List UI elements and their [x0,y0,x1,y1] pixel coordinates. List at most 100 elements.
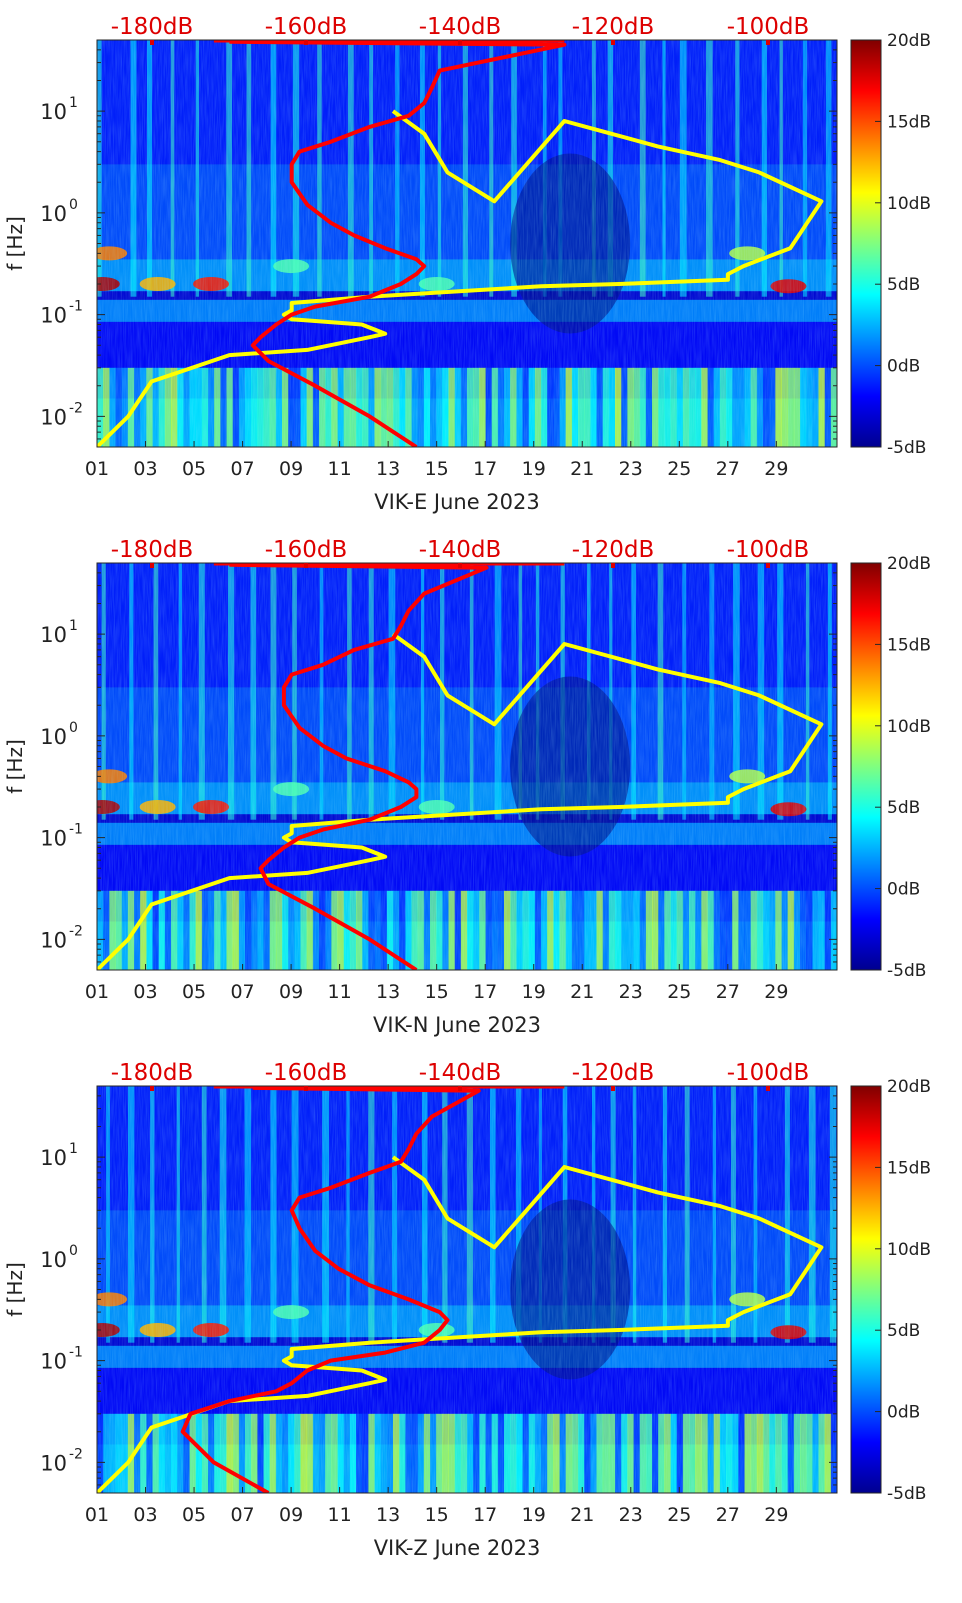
top-db-label: -140dB [419,14,502,40]
x-tick-label: 15 [425,458,449,480]
y-tick-exponent: 0 [69,197,78,213]
x-tick-label: 27 [716,458,740,480]
nlnm-curve [229,563,489,970]
y-tick-exponent: -1 [69,822,83,838]
top-db-label: -180dB [111,537,194,563]
panel-1: 01 03 05 07 09 11 13 15 17 19 21 23 25 27 2910-210-110… [3,14,931,514]
x-tick-label: 25 [667,1504,691,1526]
colorbar-tick-label: 10dB [887,1240,931,1260]
top-db-label: -140dB [419,1060,502,1086]
y-tick-label: 10 [40,1146,67,1170]
nlnm-curve [229,40,567,447]
x-tick-label: 03 [133,1504,157,1526]
y-tick-label: 10 [40,1451,67,1475]
x-axis-label: VIK-N June 2023 [373,1013,541,1037]
y-tick-exponent: -2 [69,1446,83,1462]
x-tick-label: 23 [619,1504,643,1526]
speckle-texture [97,40,837,447]
x-tick-label: 15 [425,1504,449,1526]
y-tick-exponent: -2 [69,923,83,939]
y-axis-label: f [Hz] [3,216,27,271]
spectrogram-area [97,40,837,447]
top-db-tick [458,1086,462,1091]
x-tick-label: 11 [328,981,352,1003]
x-tick-label: 23 [619,458,643,480]
x-tick-label: 25 [667,981,691,1003]
speckle-texture [97,1086,837,1493]
y-tick-exponent: 1 [69,95,78,111]
x-tick-label: 07 [230,458,254,480]
y-tick-label: 10 [40,827,67,851]
top-db-label: -140dB [419,537,502,563]
x-tick-label: 17 [473,458,497,480]
x-tick-label: 05 [182,458,206,480]
x-tick-label: 13 [376,458,400,480]
x-tick-label: 03 [133,981,157,1003]
colorbar-tick-label: 5dB [887,798,920,818]
x-tick-label: 29 [764,458,788,480]
x-tick-label: 05 [182,1504,206,1526]
x-tick-label: 27 [716,981,740,1003]
colorbar [850,562,882,971]
top-db-label: -100dB [727,1060,810,1086]
top-db-tick [611,1086,615,1091]
top-db-label: -100dB [727,14,810,40]
y-tick-label: 10 [40,623,67,647]
y-tick-exponent: -1 [69,1345,83,1361]
colorbar-tick-label: 0dB [887,357,920,377]
top-db-tick [766,563,770,568]
y-axis-label: f [Hz] [3,1262,27,1317]
x-tick-label: 15 [425,981,449,1003]
top-db-label: -160dB [265,14,348,40]
nhnm-curve [97,109,824,447]
x-tick-label: 11 [328,1504,352,1526]
x-tick-label: 09 [279,1504,303,1526]
top-db-tick [611,40,615,45]
y-tick-label: 10 [40,405,67,429]
colorbar-tick-label: -5dB [887,438,926,458]
x-tick-label: 19 [522,1504,546,1526]
y-tick-exponent: -2 [69,400,83,416]
x-tick-label: 03 [133,458,157,480]
x-tick-label: 19 [522,458,546,480]
y-tick-label: 10 [40,202,67,226]
x-tick-label: 21 [570,1504,594,1526]
y-tick-exponent: 0 [69,720,78,736]
speckle-texture [97,563,837,970]
colorbar-tick-label: 20dB [887,554,931,574]
x-tick-label: 01 [85,458,109,480]
top-db-label: -180dB [111,14,194,40]
x-tick-label: 01 [85,1504,109,1526]
colorbar-tick-label: 15dB [887,635,931,655]
colorbar-tick-label: -5dB [887,961,926,981]
x-tick-label: 29 [764,981,788,1003]
top-db-label: -160dB [265,1060,348,1086]
top-db-label: -180dB [111,1060,194,1086]
y-tick-exponent: 1 [69,1141,78,1157]
y-axis-label: f [Hz] [3,739,27,794]
top-db-tick [150,1086,154,1091]
top-db-label: -120dB [572,14,655,40]
spectrogram-area [97,563,837,970]
x-tick-label: 17 [473,981,497,1003]
x-tick-label: 19 [522,981,546,1003]
x-tick-label: 23 [619,981,643,1003]
x-tick-label: 01 [85,981,109,1003]
x-axis-label: VIK-Z June 2023 [374,1536,541,1560]
nlnm-curve [180,1086,481,1493]
top-db-tick [304,40,308,45]
top-db-tick [150,40,154,45]
x-tick-label: 09 [279,981,303,1003]
x-tick-label: 13 [376,981,400,1003]
x-tick-label: 29 [764,1504,788,1526]
nhnm-curve [97,632,824,970]
y-tick-label: 10 [40,1248,67,1272]
colorbar-tick-label: 10dB [887,717,931,737]
colorbar-tick-label: 10dB [887,194,931,214]
x-tick-label: 07 [230,981,254,1003]
x-axis-label: VIK-E June 2023 [374,490,540,514]
top-db-tick [611,563,615,568]
x-tick-label: 13 [376,1504,400,1526]
